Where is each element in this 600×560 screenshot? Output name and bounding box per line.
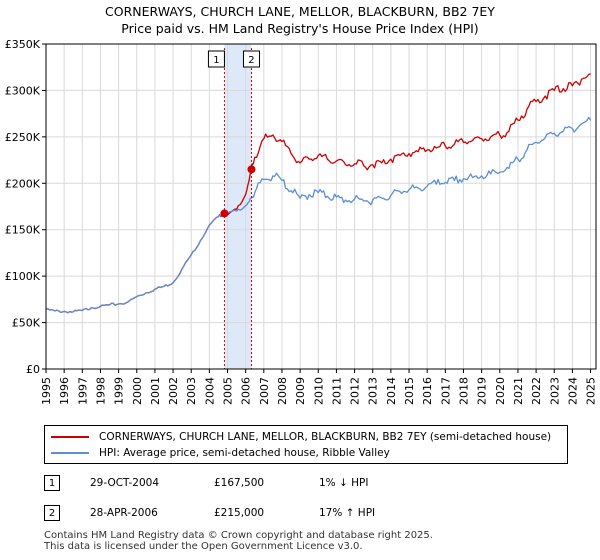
x-tick-label: 2020 [494,377,507,405]
transaction-row: 2 28-APR-2006 £215,000 17% ↑ HPI [44,503,375,523]
y-tick-label: £100K [5,270,41,283]
x-tick-label: 2016 [421,377,434,405]
x-tick-label: 2007 [258,377,271,405]
transaction-date: 28-APR-2006 [90,507,158,519]
x-tick-label: 2021 [512,377,525,405]
transaction-date: 29-OCT-2004 [90,477,159,489]
x-tick-label: 2010 [312,377,325,405]
transaction-price: £215,000 [214,507,265,519]
transaction-point [220,209,229,218]
transaction-hpi-diff: 17% ↑ HPI [319,507,376,519]
transaction-point [247,165,256,174]
legend-item-property: CORNERWAYS, CHURCH LANE, MELLOR, BLACKBU… [51,429,551,445]
y-tick-label: £200K [5,177,41,190]
chart-title-line2: Price paid vs. HM Land Registry's House … [121,21,479,36]
footer: Contains HM Land Registry data © Crown c… [44,530,433,552]
x-tick-label: 1996 [58,377,71,405]
transaction-hpi-diff: 1% ↓ HPI [319,477,369,489]
legend-swatch-property [51,436,89,438]
legend-item-hpi: HPI: Average price, semi-detached house,… [51,445,390,461]
x-tick-label: 2009 [294,377,307,405]
chart-title-line1: CORNERWAYS, CHURCH LANE, MELLOR, BLACKBU… [105,4,495,19]
transaction-label-box [207,50,225,68]
x-tick-label: 2024 [566,377,579,405]
hpi-line [45,116,592,314]
y-tick-label: £50K [12,317,41,330]
axes: £0 £50K £100K £150K £200K £250K £300K £350K 1995… [5,38,598,405]
x-tick-label: 2002 [167,377,180,405]
legend-label-property: CORNERWAYS, CHURCH LANE, MELLOR, BLACKBU… [99,431,552,443]
transaction-label-box [242,50,260,68]
y-tick-label: £250K [5,131,41,144]
transaction-label: 1 [213,55,219,66]
x-tick-label: 2018 [457,377,470,405]
x-tick-label: 2011 [330,377,343,405]
x-tick-label: 2008 [276,377,289,405]
x-tick-label: 2023 [548,377,561,405]
x-tick-label: 1995 [40,377,53,405]
y-tick-label: £0 [26,363,40,376]
x-tick-label: 2000 [131,377,144,405]
transaction-badge: 1 [44,475,60,491]
footer-line1: Contains HM Land Registry data © Crown c… [44,530,433,541]
legend-label-hpi: HPI: Average price, semi-detached house,… [99,447,390,459]
x-tick-label: 2013 [367,377,380,405]
x-tick-label: 2017 [439,377,452,405]
transaction-badge: 2 [44,505,60,521]
x-tick-label: 2019 [476,377,489,405]
x-tick-label: 2015 [403,377,416,405]
x-tick-label: 2001 [149,377,162,405]
transaction-price: £167,500 [214,477,265,489]
x-tick-label: 1998 [94,377,107,405]
footer-line2: This data is licensed under the Open Gov… [44,541,363,552]
grid [45,43,596,370]
x-tick-label: 2004 [203,377,216,405]
x-tick-label: 2003 [185,377,198,405]
y-tick-label: £150K [5,224,41,237]
x-tick-label: 2022 [530,377,543,405]
x-tick-label: 2014 [385,377,398,405]
y-tick-label: £300K [5,84,41,97]
x-tick-label: 2005 [222,377,235,405]
series-lines [45,73,592,314]
x-tick-label: 2006 [240,377,253,405]
transaction-row: 1 29-OCT-2004 £167,500 1% ↓ HPI [44,473,368,493]
transaction-label: 2 [248,55,254,66]
y-tick-label: £350K [5,38,41,51]
x-tick-label: 2012 [349,377,362,405]
x-tick-label: 1999 [113,377,126,405]
x-tick-label: 2025 [585,377,598,405]
legend: CORNERWAYS, CHURCH LANE, MELLOR, BLACKBU… [44,425,568,464]
plot-frame [45,43,597,370]
x-tick-label: 1997 [76,377,89,405]
legend-swatch-hpi [51,452,89,454]
